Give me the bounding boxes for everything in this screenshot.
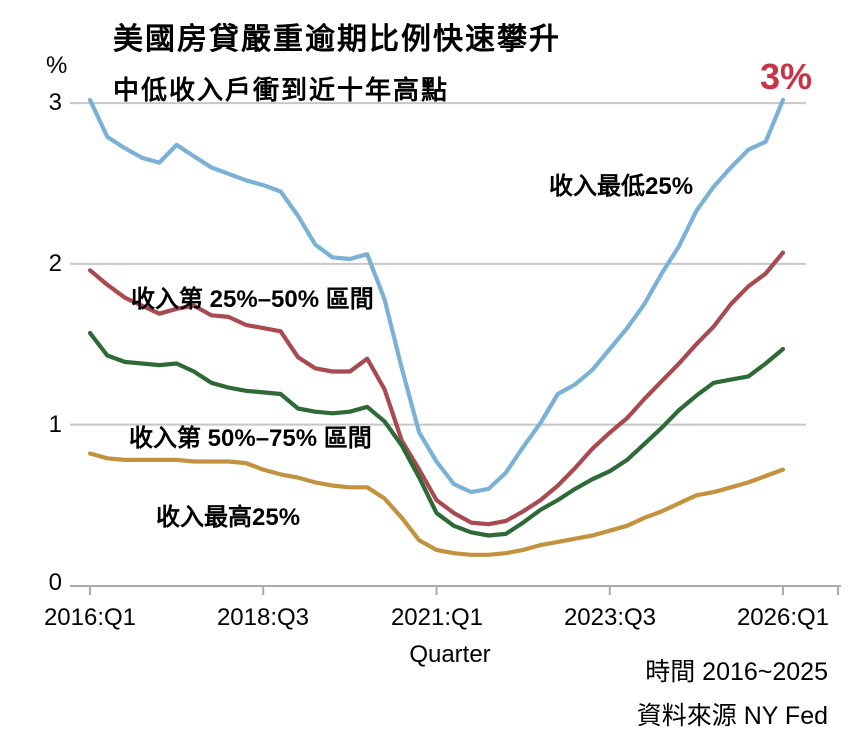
x-tick-2021q1: 2021:Q1	[390, 604, 484, 631]
x-tick-2018q3: 2018:Q3	[216, 604, 310, 631]
series-line	[87, 97, 786, 495]
series-line	[87, 330, 786, 538]
y-axis-unit-label: %	[46, 52, 68, 79]
x-tick-2026q1: 2026:Q1	[736, 604, 830, 631]
y-tick-1: 1	[48, 411, 62, 438]
y-tick-2: 2	[48, 250, 62, 277]
x-tick-2016q1: 2016:Q1	[43, 604, 137, 631]
footer-data-source: 資料來源 NY Fed	[636, 702, 828, 730]
x-axis-label: Quarter	[409, 641, 491, 668]
y-tick-0: 0	[48, 569, 62, 596]
series-label-25-50: 收入第 25%–50% 區間	[131, 286, 374, 313]
endpoint-value-annotation: 3%	[760, 56, 813, 97]
chart-subtitle: 中低收入戶衝到近十年高點	[113, 75, 450, 105]
series-line	[87, 451, 786, 557]
series-label-50-75: 收入第 50%–75% 區間	[129, 425, 372, 452]
footer-time-range: 時間 2016~2025	[645, 658, 828, 686]
chart-title: 美國房貸嚴重逾期比例快速攀升	[113, 23, 561, 56]
x-tick-2023q3: 2023:Q3	[563, 604, 657, 631]
series-label-lowest25: 收入最低25%	[549, 173, 694, 200]
series-line	[87, 250, 786, 527]
y-tick-3: 3	[48, 89, 62, 116]
series-label-highest25: 收入最高25%	[156, 504, 301, 531]
